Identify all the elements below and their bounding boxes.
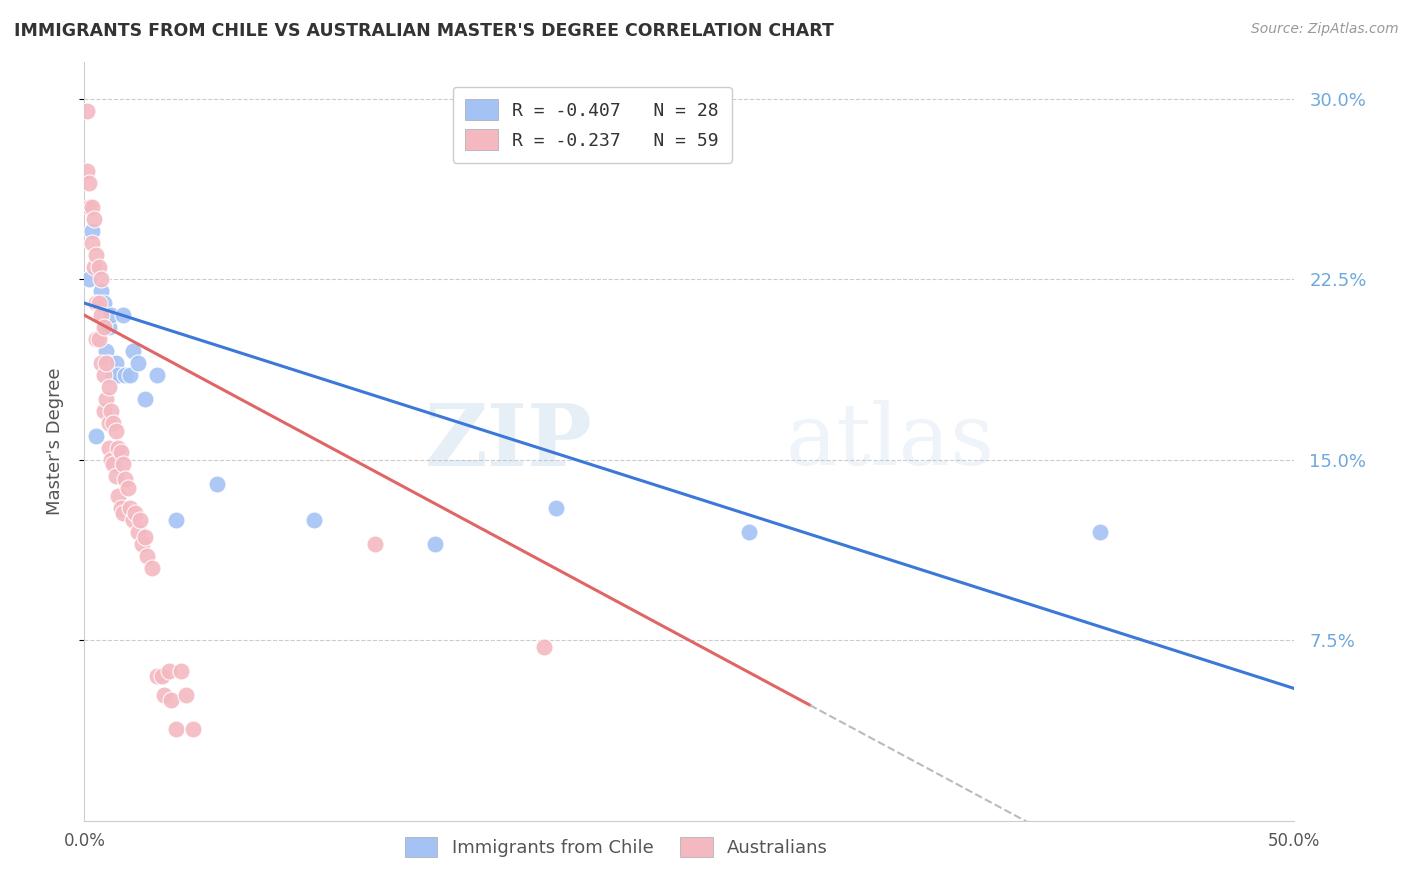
Point bbox=[104, 469, 127, 483]
Point bbox=[94, 320, 117, 334]
Point bbox=[87, 260, 110, 274]
Point bbox=[86, 428, 108, 442]
Point bbox=[97, 356, 120, 370]
Point bbox=[103, 368, 125, 383]
Point bbox=[134, 392, 156, 407]
Point bbox=[165, 513, 187, 527]
Legend: Immigrants from Chile, Australians: Immigrants from Chile, Australians bbox=[398, 830, 835, 864]
Point bbox=[86, 296, 108, 310]
Point bbox=[160, 693, 183, 707]
Text: ZIP: ZIP bbox=[425, 400, 592, 483]
Point bbox=[207, 476, 229, 491]
Point bbox=[76, 103, 98, 118]
Point bbox=[77, 272, 100, 286]
Y-axis label: Master's Degree: Master's Degree bbox=[45, 368, 63, 516]
Point bbox=[120, 368, 142, 383]
Point bbox=[97, 417, 120, 431]
Point bbox=[302, 513, 325, 527]
Point bbox=[112, 308, 135, 322]
Point bbox=[165, 722, 187, 736]
Point bbox=[83, 211, 105, 226]
Point bbox=[97, 441, 120, 455]
Point bbox=[141, 561, 163, 575]
Point bbox=[93, 368, 115, 383]
Point bbox=[112, 458, 135, 472]
Point bbox=[97, 320, 120, 334]
Point bbox=[533, 640, 555, 655]
Point bbox=[146, 669, 169, 683]
Point bbox=[103, 458, 125, 472]
Point bbox=[150, 669, 173, 683]
Text: Source: ZipAtlas.com: Source: ZipAtlas.com bbox=[1251, 22, 1399, 37]
Text: atlas: atlas bbox=[786, 400, 995, 483]
Point bbox=[90, 356, 112, 370]
Point bbox=[87, 296, 110, 310]
Point bbox=[90, 272, 112, 286]
Point bbox=[127, 356, 149, 370]
Point bbox=[129, 513, 152, 527]
Point bbox=[104, 424, 127, 438]
Point bbox=[87, 296, 110, 310]
Point bbox=[90, 308, 112, 322]
Point bbox=[93, 404, 115, 418]
Point bbox=[104, 356, 127, 370]
Point bbox=[76, 163, 98, 178]
Point bbox=[157, 665, 180, 679]
Text: IMMIGRANTS FROM CHILE VS AUSTRALIAN MASTER'S DEGREE CORRELATION CHART: IMMIGRANTS FROM CHILE VS AUSTRALIAN MAST… bbox=[14, 22, 834, 40]
Point bbox=[94, 392, 117, 407]
Point bbox=[103, 417, 125, 431]
Point bbox=[120, 500, 142, 515]
Point bbox=[136, 549, 159, 563]
Point bbox=[107, 489, 129, 503]
Point bbox=[544, 500, 567, 515]
Point bbox=[80, 200, 103, 214]
Point bbox=[77, 200, 100, 214]
Point bbox=[363, 537, 385, 551]
Point bbox=[83, 260, 105, 274]
Point bbox=[134, 530, 156, 544]
Point bbox=[127, 524, 149, 539]
Point bbox=[94, 344, 117, 359]
Point bbox=[174, 689, 197, 703]
Point bbox=[87, 332, 110, 346]
Point bbox=[1088, 524, 1111, 539]
Point bbox=[80, 235, 103, 250]
Point bbox=[146, 368, 169, 383]
Point bbox=[86, 332, 108, 346]
Point bbox=[93, 320, 115, 334]
Point bbox=[153, 689, 176, 703]
Point bbox=[77, 176, 100, 190]
Point bbox=[170, 665, 193, 679]
Point bbox=[114, 472, 136, 486]
Point bbox=[124, 506, 146, 520]
Point bbox=[90, 284, 112, 298]
Point bbox=[117, 482, 139, 496]
Point bbox=[423, 537, 446, 551]
Point bbox=[107, 441, 129, 455]
Point bbox=[110, 500, 132, 515]
Point bbox=[94, 356, 117, 370]
Point bbox=[110, 445, 132, 459]
Point bbox=[100, 404, 122, 418]
Point bbox=[80, 224, 103, 238]
Point bbox=[181, 722, 204, 736]
Point bbox=[121, 344, 143, 359]
Point bbox=[86, 248, 108, 262]
Point bbox=[107, 368, 129, 383]
Point bbox=[121, 513, 143, 527]
Point bbox=[131, 537, 153, 551]
Point bbox=[93, 296, 115, 310]
Point bbox=[97, 380, 120, 394]
Point bbox=[112, 506, 135, 520]
Point bbox=[114, 368, 136, 383]
Point bbox=[738, 524, 761, 539]
Point bbox=[100, 308, 122, 322]
Point bbox=[100, 452, 122, 467]
